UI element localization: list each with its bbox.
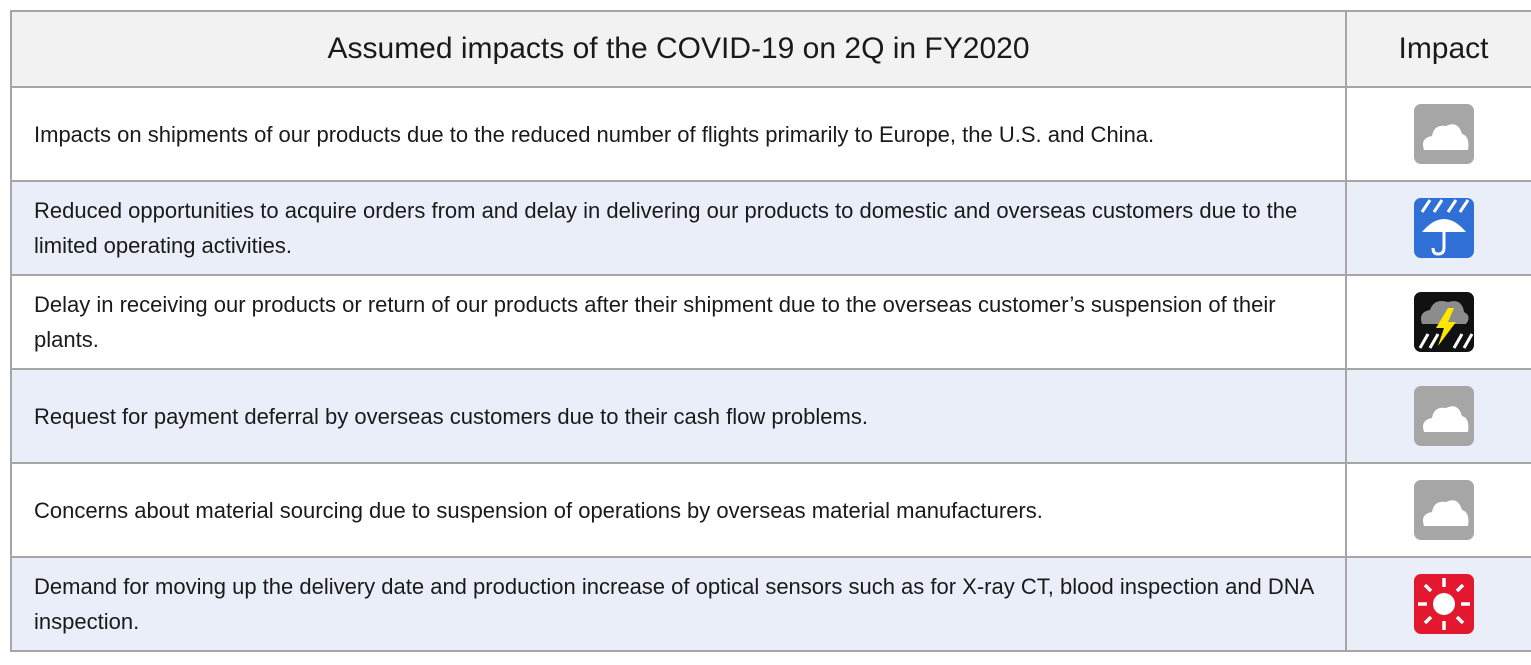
cloud-icon: [1413, 480, 1474, 540]
icon-cell: [1345, 462, 1531, 558]
row: Demand for moving up the delivery date a…: [10, 556, 1531, 652]
icon-cell: [1345, 274, 1531, 370]
rain-icon: [1413, 198, 1474, 258]
row: Reduced opportunities to acquire orders …: [10, 180, 1531, 276]
icon-cell: [1345, 368, 1531, 464]
icon-cell: [1345, 180, 1531, 276]
header-title: Assumed impacts of the COVID-19 on 2Q in…: [10, 10, 1347, 88]
icon-cell: [1345, 556, 1531, 652]
row-text: Request for payment deferral by overseas…: [10, 368, 1347, 464]
header-impact: Impact: [1345, 10, 1531, 88]
impact-table: Assumed impacts of the COVID-19 on 2Q in…: [10, 10, 1531, 652]
sun-icon: [1413, 574, 1474, 634]
header-row: Assumed impacts of the COVID-19 on 2Q in…: [10, 10, 1531, 88]
thunder-icon: [1413, 292, 1474, 352]
row: Concerns about material sourcing due to …: [10, 462, 1531, 558]
row: Impacts on shipments of our products due…: [10, 86, 1531, 182]
row-text: Delay in receiving our products or retur…: [10, 274, 1347, 370]
cloud-icon: [1413, 104, 1474, 164]
row-text: Demand for moving up the delivery date a…: [10, 556, 1347, 652]
row-text: Reduced opportunities to acquire orders …: [10, 180, 1347, 276]
row: Request for payment deferral by overseas…: [10, 368, 1531, 464]
icon-cell: [1345, 86, 1531, 182]
row-text: Impacts on shipments of our products due…: [10, 86, 1347, 182]
row-text: Concerns about material sourcing due to …: [10, 462, 1347, 558]
row: Delay in receiving our products or retur…: [10, 274, 1531, 370]
cloud-icon: [1413, 386, 1474, 446]
